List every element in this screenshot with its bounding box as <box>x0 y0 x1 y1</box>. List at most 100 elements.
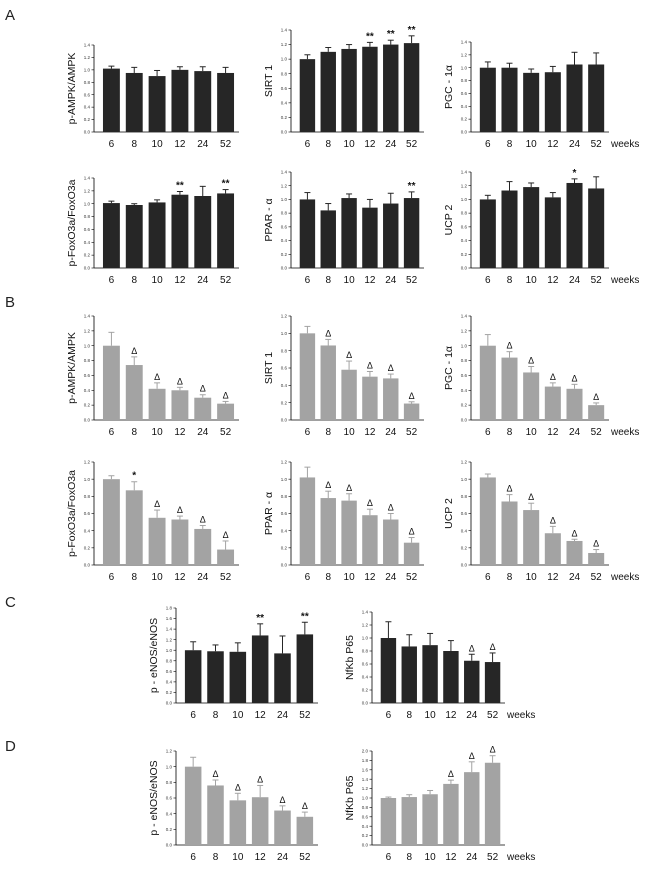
chart-8: 0.0 0.2 0.4 0.6 0.8 1.0 1.2 1.4 PGC - 1α 6 Δ 8 Δ 10 Δ 1… <box>443 314 639 438</box>
x-tick-label: 52 <box>591 275 603 286</box>
chart-14: 0.0 0.2 0.4 0.6 0.8 1.0 1.2 p - eNOS/eNOS 6 Δ 8 Δ 10… <box>148 749 318 863</box>
y-tick-label: 1.0 <box>84 67 91 72</box>
bar <box>443 783 459 845</box>
y-tick-label: 0.2 <box>84 253 91 258</box>
chart-1: 0.0 0.2 0.4 0.6 0.8 1.0 1.2 1.4 SIRT 1 6 8 10 ** 12 **… <box>263 25 424 150</box>
x-tick-label: 52 <box>487 710 499 721</box>
y-tick-label: 0.6 <box>84 511 91 516</box>
chart-10: 0.0 0.2 0.4 0.6 0.8 1.0 1.2 PPAR - α 6 Δ 8 Δ 10 Δ 12 Δ 2… <box>263 460 424 583</box>
bar <box>566 182 583 268</box>
y-tick-label: 1.6 <box>166 616 173 621</box>
bar <box>362 46 378 132</box>
x-tick-label: 12 <box>547 427 559 438</box>
y-tick-label: 0.8 <box>281 71 288 76</box>
x-tick-label: 6 <box>386 852 392 863</box>
y-tick-label: 0.6 <box>461 91 468 96</box>
y-axis-label: NfKb P65 <box>344 635 356 680</box>
bar <box>588 552 605 565</box>
y-axis-label: p - eNOS/eNOS <box>148 760 160 835</box>
y-axis-label: SIRT 1 <box>263 352 275 384</box>
significance-marker: Δ <box>302 801 308 811</box>
y-tick-label: 1.6 <box>362 767 369 772</box>
y-tick-label: 1.2 <box>281 460 288 465</box>
x-tick-label: 8 <box>406 710 412 721</box>
bar <box>566 64 583 132</box>
significance-marker: Δ <box>279 795 285 805</box>
y-tick-label: 1.2 <box>362 786 369 791</box>
significance-marker: Δ <box>367 498 373 508</box>
bar <box>380 638 397 703</box>
significance-marker: Δ <box>346 483 352 493</box>
y-axis-label: p-AMPK/AMPK <box>66 332 78 404</box>
y-tick-label: 0.4 <box>84 528 91 533</box>
bar <box>484 662 501 703</box>
y-tick-label: 0.2 <box>461 117 468 122</box>
bar <box>320 498 336 565</box>
y-tick-label: 0.8 <box>84 358 91 363</box>
significance-marker: Δ <box>490 745 496 755</box>
y-tick-label: 1.2 <box>281 183 288 188</box>
significance-marker: * <box>573 168 577 179</box>
bar <box>383 519 399 565</box>
significance-marker: Δ <box>593 539 599 549</box>
x-tick-label: 8 <box>131 275 137 286</box>
significance-marker: Δ <box>469 751 475 761</box>
weeks-label: weeks <box>610 275 639 286</box>
x-tick-label: 8 <box>507 572 513 583</box>
x-tick-label: 12 <box>364 572 376 583</box>
bar <box>184 650 202 703</box>
y-tick-label: 1.0 <box>84 477 91 482</box>
panel-label-b: B <box>5 294 15 311</box>
x-tick-label: 6 <box>190 710 196 721</box>
y-tick-label: 0.0 <box>461 563 468 568</box>
y-tick-label: 0.8 <box>461 78 468 83</box>
bar <box>523 372 540 420</box>
y-tick-label: 0.2 <box>461 252 468 257</box>
bar <box>544 533 561 565</box>
x-tick-label: 12 <box>174 139 186 150</box>
x-tick-label: 6 <box>190 852 196 863</box>
x-tick-label: 52 <box>406 139 418 150</box>
bar <box>422 794 438 845</box>
panel-label-a: A <box>5 7 15 24</box>
y-tick-label: 1.0 <box>461 65 468 70</box>
bar <box>299 333 316 420</box>
bar <box>102 479 120 565</box>
bar <box>274 810 291 845</box>
x-tick-label: 12 <box>445 710 457 721</box>
bar <box>588 188 605 268</box>
significance-marker: Δ <box>200 515 206 525</box>
bar <box>464 772 480 845</box>
y-tick-label: 0.6 <box>84 227 91 232</box>
x-tick-label: 52 <box>299 852 311 863</box>
x-tick-label: 8 <box>507 275 513 286</box>
y-tick-label: 0.6 <box>281 511 288 516</box>
bar <box>125 205 143 268</box>
x-tick-label: 12 <box>174 572 186 583</box>
y-tick-label: 0.2 <box>166 690 173 695</box>
x-tick-label: 6 <box>386 710 392 721</box>
x-tick-label: 8 <box>213 852 219 863</box>
x-tick-label: 6 <box>485 572 491 583</box>
significance-marker: ** <box>256 613 264 624</box>
x-tick-label: 24 <box>277 852 289 863</box>
x-tick-label: 6 <box>485 427 491 438</box>
y-tick-label: 1.2 <box>166 637 173 642</box>
y-tick-label: 0.0 <box>461 130 468 135</box>
y-tick-label: 0.2 <box>461 545 468 550</box>
bar <box>403 43 420 132</box>
y-tick-label: 0.8 <box>84 214 91 219</box>
y-tick-label: 1.4 <box>461 314 468 319</box>
y-tick-label: 1.0 <box>84 201 91 206</box>
bar <box>422 645 438 703</box>
bar <box>403 403 420 420</box>
y-tick-label: 0.8 <box>281 494 288 499</box>
bar <box>299 477 316 565</box>
x-tick-label: 52 <box>591 139 603 150</box>
significance-marker: Δ <box>490 642 496 652</box>
bar <box>341 500 357 565</box>
significance-marker: Δ <box>571 373 577 383</box>
bar <box>229 800 247 845</box>
x-tick-label: 12 <box>364 275 376 286</box>
